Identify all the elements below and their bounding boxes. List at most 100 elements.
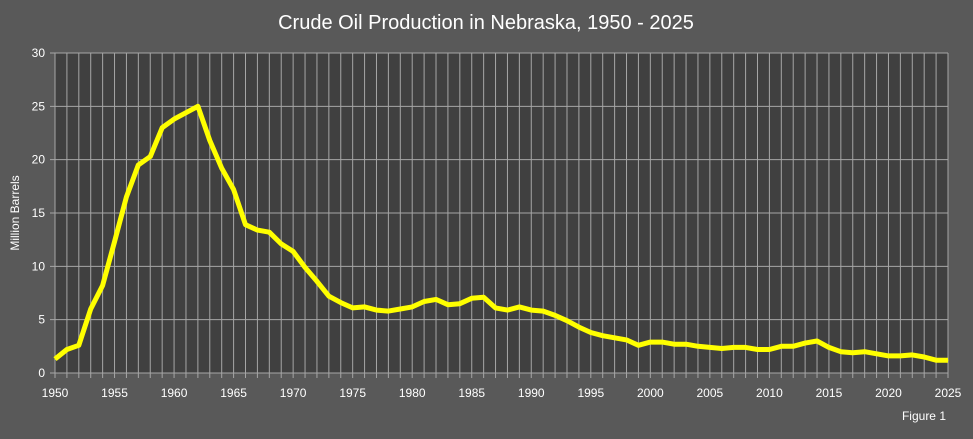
x-tick-label: 1980	[399, 386, 426, 400]
data-point-2002	[673, 343, 675, 345]
data-point-1951	[66, 349, 68, 351]
data-point-2005	[709, 346, 711, 348]
data-point-2009	[756, 349, 758, 351]
data-point-1956	[125, 196, 127, 198]
data-point-1953	[90, 308, 92, 310]
x-tick-label: 1995	[577, 386, 604, 400]
data-point-1987	[495, 307, 497, 309]
data-point-2024	[935, 359, 937, 361]
y-tick-label: 5	[38, 313, 45, 327]
data-point-2021	[899, 355, 901, 357]
x-tick-label: 1970	[280, 386, 307, 400]
data-point-1977	[375, 309, 377, 311]
y-tick-label: 20	[32, 153, 46, 167]
x-tick-label: 2020	[875, 386, 902, 400]
data-point-2001	[661, 341, 663, 343]
x-tick-label: 1950	[42, 386, 69, 400]
data-point-1972	[316, 280, 318, 282]
x-tick-label: 2025	[935, 386, 962, 400]
x-tick-label: 1990	[518, 386, 545, 400]
data-point-1985	[471, 297, 473, 299]
data-point-1960	[173, 118, 175, 120]
data-point-1959	[161, 127, 163, 129]
data-point-2008	[745, 346, 747, 348]
data-point-1950	[54, 358, 56, 360]
data-point-1961	[185, 112, 187, 114]
data-point-2014	[816, 340, 818, 342]
data-point-1969	[280, 243, 282, 245]
data-point-1957	[137, 164, 139, 166]
data-point-1999	[637, 344, 639, 346]
data-point-1964	[221, 167, 223, 169]
data-point-2023	[923, 356, 925, 358]
data-point-2012	[792, 345, 794, 347]
grid	[50, 52, 949, 378]
data-point-2006	[721, 347, 723, 349]
data-point-1978	[387, 310, 389, 312]
data-point-1976	[364, 306, 366, 308]
data-point-1954	[102, 285, 104, 287]
data-point-1981	[423, 301, 425, 303]
figure-caption: Figure 1	[902, 409, 946, 423]
data-point-1963	[209, 139, 211, 141]
data-point-1989	[518, 306, 520, 308]
data-point-1997	[614, 337, 616, 339]
y-tick-label: 25	[32, 99, 46, 113]
data-point-1995	[590, 331, 592, 333]
x-tick-label: 2010	[756, 386, 783, 400]
x-tick-label: 1960	[161, 386, 188, 400]
data-point-2013	[804, 342, 806, 344]
data-point-2004	[697, 345, 699, 347]
data-point-2003	[685, 343, 687, 345]
y-tick-label: 0	[38, 366, 45, 380]
data-point-1955	[114, 241, 116, 243]
data-point-1983	[447, 304, 449, 306]
series-line	[53, 103, 948, 363]
data-point-1968	[268, 231, 270, 233]
data-point-1988	[506, 309, 508, 311]
data-point-2011	[780, 345, 782, 347]
data-point-1962	[197, 105, 199, 107]
data-point-2017	[852, 352, 854, 354]
data-point-1982	[435, 298, 437, 300]
x-tick-label: 1975	[339, 386, 366, 400]
data-point-1974	[340, 302, 342, 304]
data-point-2010	[768, 349, 770, 351]
data-point-1984	[459, 303, 461, 305]
data-points	[54, 105, 949, 361]
x-tick-label: 2000	[637, 386, 664, 400]
data-point-1971	[304, 266, 306, 268]
data-point-1991	[542, 310, 544, 312]
data-point-1994	[578, 326, 580, 328]
data-point-1990	[530, 309, 532, 311]
data-point-1965	[233, 189, 235, 191]
data-point-1973	[328, 295, 330, 297]
y-tick-label: 10	[32, 259, 46, 273]
data-point-2000	[649, 341, 651, 343]
data-point-2020	[887, 355, 889, 357]
data-point-1980	[411, 306, 413, 308]
data-point-2022	[911, 354, 913, 356]
data-point-1966	[245, 224, 247, 226]
x-tick-label: 2005	[697, 386, 724, 400]
x-tick-label: 2015	[816, 386, 843, 400]
data-point-1967	[256, 229, 258, 231]
data-point-2016	[840, 351, 842, 353]
data-point-2025	[947, 359, 949, 361]
y-tick-label: 30	[32, 46, 46, 60]
data-point-1970	[292, 250, 294, 252]
data-point-1958	[149, 155, 151, 157]
data-point-1952	[78, 344, 80, 346]
data-point-2018	[864, 351, 866, 353]
y-tick-labels: 0 5 10 15 20 25 30	[32, 46, 46, 380]
x-tick-label: 1955	[101, 386, 128, 400]
data-point-1998	[626, 339, 628, 341]
y-tick-label: 15	[32, 206, 46, 220]
data-point-1975	[352, 307, 354, 309]
data-point-1992	[554, 314, 556, 316]
data-point-1993	[566, 320, 568, 322]
y-axis-label: Million Barrels	[8, 175, 22, 250]
x-tick-label: 1985	[458, 386, 485, 400]
data-point-2019	[876, 353, 878, 355]
